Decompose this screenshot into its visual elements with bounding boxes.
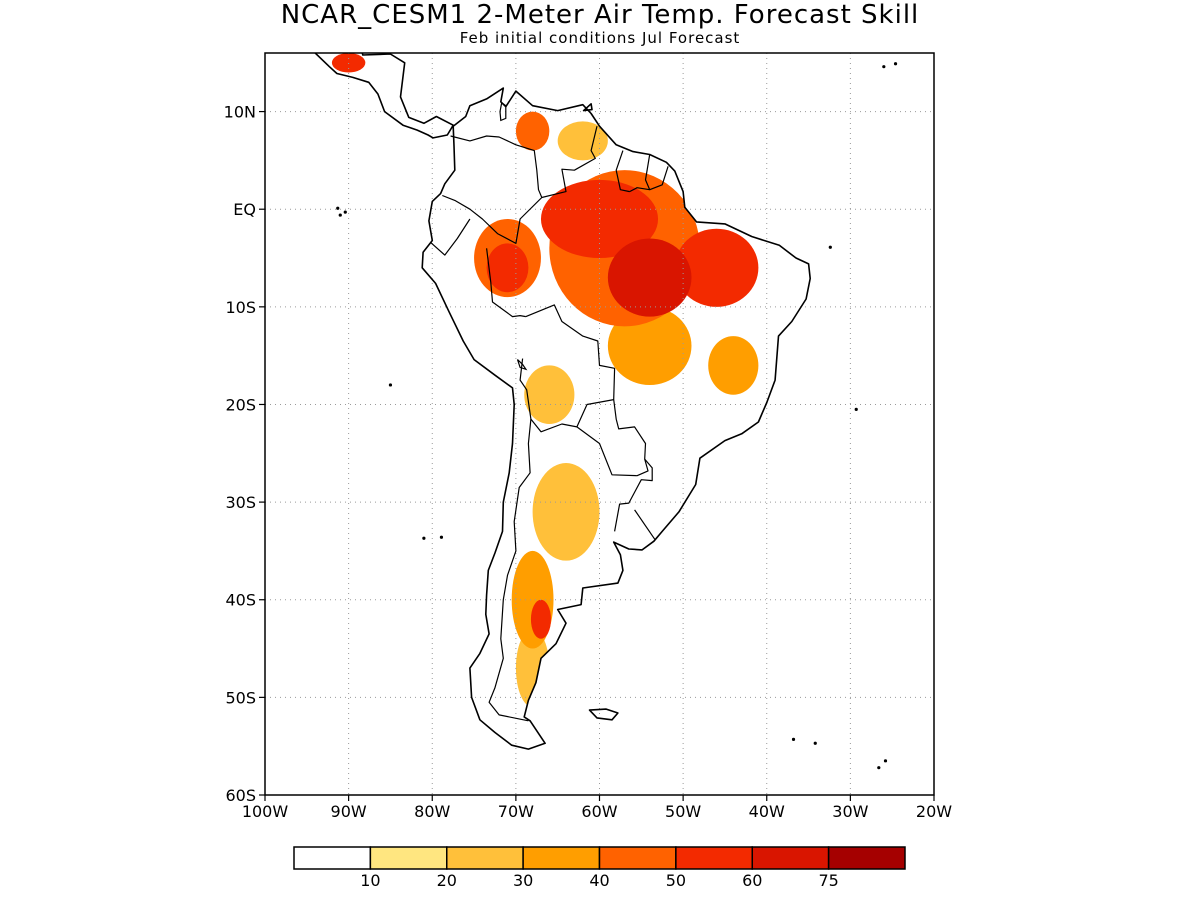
island-dot (828, 245, 832, 249)
gridlines (265, 53, 934, 795)
lon-tick-label: 30W (832, 802, 868, 821)
country-border (614, 458, 653, 532)
island-dot (439, 535, 444, 539)
lon-tick-label: 50W (665, 802, 701, 821)
map-title: NCAR_CESM1 2-Meter Air Temp. Forecast Sk… (280, 0, 920, 30)
country-border (486, 248, 527, 318)
island-dot (388, 383, 393, 387)
colorbar-label: 10 (360, 871, 380, 890)
lake-outline (516, 359, 528, 371)
country-border (634, 509, 656, 540)
colorbar-label: 60 (742, 871, 762, 890)
lon-tick-label: 100W (242, 802, 289, 821)
map-subtitle: Feb initial conditions Jul Forecast (459, 29, 741, 47)
colorbar-swatch (598, 846, 677, 870)
lon-tick-label: 20W (916, 802, 952, 821)
island-dot (813, 741, 817, 745)
lat-tick-label: 20S (225, 395, 256, 414)
country-border (488, 419, 532, 722)
island-dot (791, 737, 796, 741)
skill-region (607, 238, 692, 317)
colorbar-swatch (446, 846, 524, 870)
skill-region (515, 111, 550, 151)
country-border (525, 304, 616, 400)
island-dot (882, 65, 886, 69)
lon-tick-label: 80W (414, 802, 450, 821)
coastline (421, 87, 811, 750)
colorbar-label: 50 (666, 871, 686, 890)
lon-tick-label: 60W (581, 802, 617, 821)
colorbar: 10 20 30 40 50 60 75 (293, 846, 906, 890)
island-dot (877, 766, 881, 770)
colorbar-swatch (827, 846, 906, 870)
skill-region (530, 599, 551, 639)
country-border (519, 358, 614, 433)
country-border (649, 166, 669, 191)
skill-region (532, 463, 600, 561)
island-dot (883, 759, 888, 763)
island-dot (338, 213, 342, 217)
lat-tick-label: 30S (225, 493, 256, 512)
skill-region (524, 365, 575, 425)
colorbar-label: 20 (437, 871, 457, 890)
skill-shading (331, 53, 759, 708)
skill-region (486, 243, 529, 293)
island-dot (336, 206, 340, 210)
colorbar-swatch (522, 846, 601, 870)
island-dot (422, 536, 426, 540)
colorbar-swatch (369, 846, 448, 870)
skill-region (674, 228, 759, 307)
colorbar-label: 75 (818, 871, 838, 890)
skill-region (331, 53, 366, 73)
coastline (314, 53, 454, 139)
lake-outline (499, 101, 507, 122)
colorbar-swatch (293, 846, 372, 870)
lat-tick-label: 40S (225, 591, 256, 610)
lat-tick-label: 50S (225, 688, 256, 707)
island-dot (343, 210, 347, 214)
colorbar-label: 40 (589, 871, 609, 890)
lat-tick-label: 60S (225, 786, 256, 805)
lon-tick-label: 70W (498, 802, 534, 821)
lon-tick-label: 90W (331, 802, 367, 821)
latitude-labels: 10N EQ 10S 20S 30S 40S 50S 60S (224, 103, 265, 805)
coastlines (314, 53, 898, 770)
colorbar-swatch (675, 846, 753, 870)
lat-tick-label: EQ (233, 200, 256, 219)
country-border (430, 218, 471, 256)
country-border (442, 194, 543, 244)
island-dot (893, 62, 898, 66)
country-border (450, 135, 543, 198)
colorbar-label: 30 (513, 871, 533, 890)
island-dot (854, 407, 858, 411)
country-border (615, 150, 630, 193)
colorbar-swatch (751, 846, 830, 870)
lon-tick-label: 40W (749, 802, 785, 821)
coastline (588, 708, 619, 721)
skill-region (607, 306, 692, 385)
coastline (582, 103, 593, 112)
lat-tick-label: 10N (224, 103, 256, 122)
skill-region (708, 336, 759, 395)
longitude-labels: 100W 90W 80W 70W 60W 50W 40W 30W 20W (242, 795, 952, 821)
country-border (541, 126, 598, 199)
lat-tick-label: 10S (225, 298, 256, 317)
